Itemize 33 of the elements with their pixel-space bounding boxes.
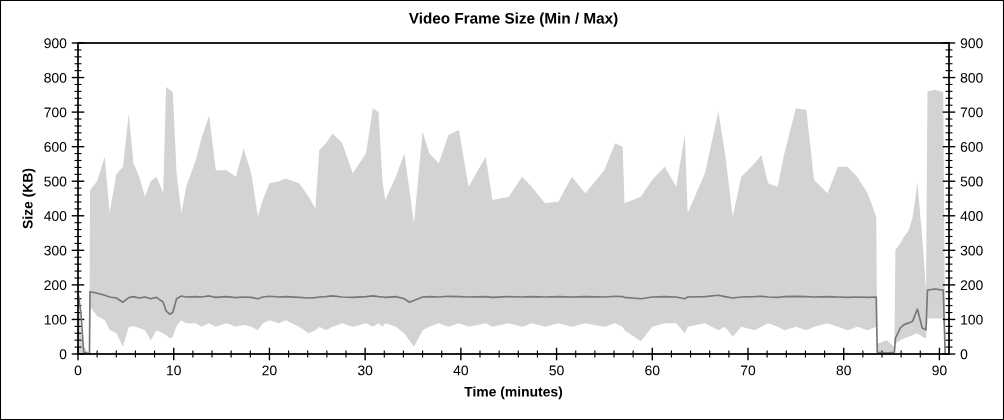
x-tick-label: 40 [453,365,469,376]
y2-tick-label: 100 [961,314,983,325]
y2-tick-label: 0 [960,349,968,360]
y-tick-label: 500 [44,176,67,187]
x-tick-label: 10 [167,365,181,376]
y2-tick-label: 600 [960,142,983,152]
y2-tick-label: 500 [960,176,983,187]
y-tick-label: 300 [44,245,67,256]
chart-title: Video Frame Size (Min / Max) [408,12,618,27]
x-tick-label: 30 [357,365,373,376]
y-axis-title: Size (KB) [22,168,36,229]
y2-tick-label: 900 [960,38,983,49]
y-tick-label: 200 [44,280,67,291]
y-tick-label: 700 [44,107,67,118]
y-tick-label: 0 [59,349,67,360]
y-tick-label: 100 [44,314,67,325]
x-tick-label: 20 [262,365,277,376]
y2-tick-label: 400 [960,211,983,221]
y2-tick-label: 800 [960,72,983,83]
x-tick-label: 80 [836,365,851,376]
y-tick-label: 800 [44,72,67,83]
y-tick-label: 900 [44,38,67,49]
x-axis-title: Time (minutes) [464,386,563,400]
y-tick-label: 600 [44,142,67,152]
y2-tick-label: 300 [960,245,983,256]
x-tick-label: 60 [645,365,660,376]
y-tick-label: 400 [44,211,67,221]
y2-tick-label: 700 [960,107,983,118]
x-tick-label: 0 [74,365,82,376]
x-tick-label: 70 [740,365,756,376]
x-tick-label: 90 [932,365,947,376]
x-tick-label: 50 [549,365,564,376]
y2-tick-label: 200 [960,280,983,291]
